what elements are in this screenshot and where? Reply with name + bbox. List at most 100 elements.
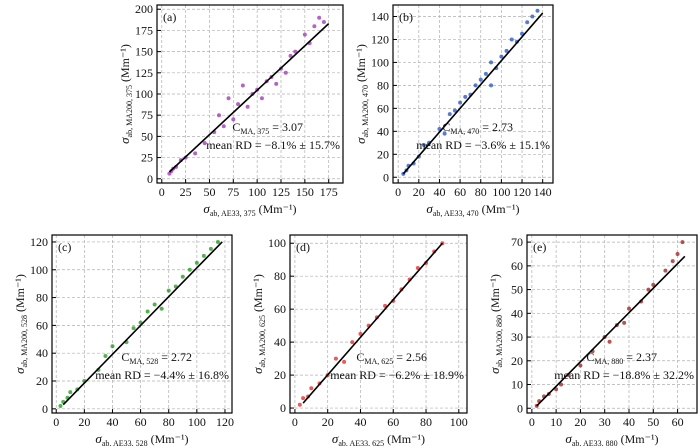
annotation: mean RD = −6.2% ± 18.9%: [330, 368, 464, 382]
point: [208, 246, 213, 251]
plot-frame: [51, 234, 233, 414]
y-tick-label: 0: [383, 170, 389, 184]
x-tick-label: 40: [433, 185, 445, 199]
axis-symbol: σ: [353, 137, 368, 144]
axis-label: σab, MA200, 470 (Mm⁻¹): [353, 44, 370, 144]
annotation: CMA, 880 = 2.37: [586, 350, 657, 366]
point: [236, 102, 241, 107]
x-tick-label: 150: [296, 185, 314, 199]
y-tick-label: 60: [377, 101, 389, 115]
axis-subscript: ab, AE33, 528: [102, 439, 148, 446]
axis-subscript: ab, MA200, 470: [361, 85, 370, 137]
fit-line: [402, 12, 544, 175]
fit-line: [168, 23, 330, 173]
point: [159, 306, 164, 311]
x-tick-label: 80: [420, 415, 432, 429]
annotation-part: = 2.73: [479, 120, 513, 134]
x-tick-label: 140: [534, 185, 552, 199]
point: [509, 37, 514, 42]
y-tick-label: 40: [274, 335, 286, 349]
y-tick-label: 200: [135, 2, 153, 16]
fit-line: [302, 242, 444, 404]
point: [58, 404, 63, 409]
point: [670, 259, 675, 264]
y-tick-label: 75: [141, 108, 153, 122]
annotation-part: C: [586, 350, 594, 364]
point: [259, 96, 264, 101]
point: [663, 268, 668, 273]
x-tick-label: 120: [216, 415, 234, 429]
axis-label: σab, MA200, 528 (Mm⁻¹): [12, 274, 29, 374]
y-tick-label: 125: [135, 66, 153, 80]
axis-symbol: σ: [487, 367, 502, 374]
point: [333, 356, 338, 361]
annotation: mean RD = −3.6% ± 15.1%: [416, 138, 550, 152]
panel-label: (b): [399, 10, 413, 24]
point: [231, 117, 236, 122]
y-tick-label: 50: [141, 129, 153, 143]
axis-unit: (Mm⁻¹): [488, 274, 502, 312]
point: [442, 131, 447, 136]
plot-frame: [392, 4, 554, 184]
axis-label: σab, AE33, 470 (Mm⁻¹): [426, 201, 519, 218]
x-tick-label: 25: [180, 185, 192, 199]
point: [302, 32, 307, 37]
x-tick-label: 125: [272, 185, 290, 199]
y-tick-label: 100: [268, 236, 286, 250]
x-tick-label: 50: [647, 415, 659, 429]
point: [530, 14, 535, 19]
axis-subscript: ab, MA200, 528: [20, 315, 29, 367]
y-tick-label: 25: [141, 151, 153, 165]
point: [321, 19, 326, 24]
x-tick-label: 0: [292, 415, 298, 429]
x-tick-label: 40: [106, 415, 118, 429]
y-tick-label: 50: [511, 283, 523, 297]
axis-unit: (Mm⁻¹): [387, 432, 425, 446]
annotation: CMA, 375 = 3.07: [232, 120, 303, 136]
y-tick-label: 40: [511, 306, 523, 320]
x-tick-label: 0: [529, 415, 535, 429]
axis-symbol: σ: [565, 431, 572, 446]
x-tick-label: 0: [159, 185, 165, 199]
y-tick-label: 140: [371, 9, 389, 23]
x-tick-label: 60: [387, 415, 399, 429]
annotation-part: C: [232, 120, 240, 134]
axis-subscript: ab, AE33, 625: [338, 439, 384, 446]
point: [145, 309, 150, 314]
x-tick-label: 100: [492, 185, 510, 199]
y-tick-label: 0: [280, 401, 286, 415]
x-tick-label: 20: [574, 415, 586, 429]
y-tick-label: 0: [517, 401, 523, 415]
y-tick-label: 175: [135, 23, 153, 37]
x-tick-label: 20: [322, 415, 334, 429]
annotation-part: = 2.56: [393, 350, 427, 364]
x-tick-label: 0: [53, 415, 59, 429]
x-tick-label: 50: [203, 185, 215, 199]
x-tick-label: 100: [248, 185, 266, 199]
plot-frame: [156, 4, 344, 184]
axis-symbol: σ: [332, 431, 339, 446]
point: [193, 151, 198, 156]
y-tick-label: 80: [377, 78, 389, 92]
axis-subscript: ab, AE33, 470: [433, 209, 479, 218]
point: [217, 113, 221, 118]
annotation-part: C: [121, 350, 129, 364]
axis-unit: (Mm⁻¹): [354, 44, 368, 82]
y-tick-label: 150: [135, 45, 153, 59]
y-tick-label: 60: [274, 302, 286, 316]
x-tick-label: 10: [550, 415, 562, 429]
x-tick-label: 100: [450, 415, 468, 429]
y-tick-label: 100: [30, 263, 48, 277]
point: [131, 326, 136, 331]
annotation-part: MA, 375: [240, 127, 269, 136]
annotation-part: MA, 880: [594, 357, 623, 366]
x-tick-label: 0: [395, 185, 401, 199]
y-tick-label: 100: [371, 55, 389, 69]
axis-symbol: σ: [95, 431, 102, 446]
point: [415, 265, 420, 270]
panel: 0 25 50 75 100 125 150 175 0 25 50 75 100 125 150 175 20…: [117, 2, 344, 218]
x-tick-label: 60: [454, 185, 466, 199]
annotation-part: MA, 528: [129, 357, 158, 366]
